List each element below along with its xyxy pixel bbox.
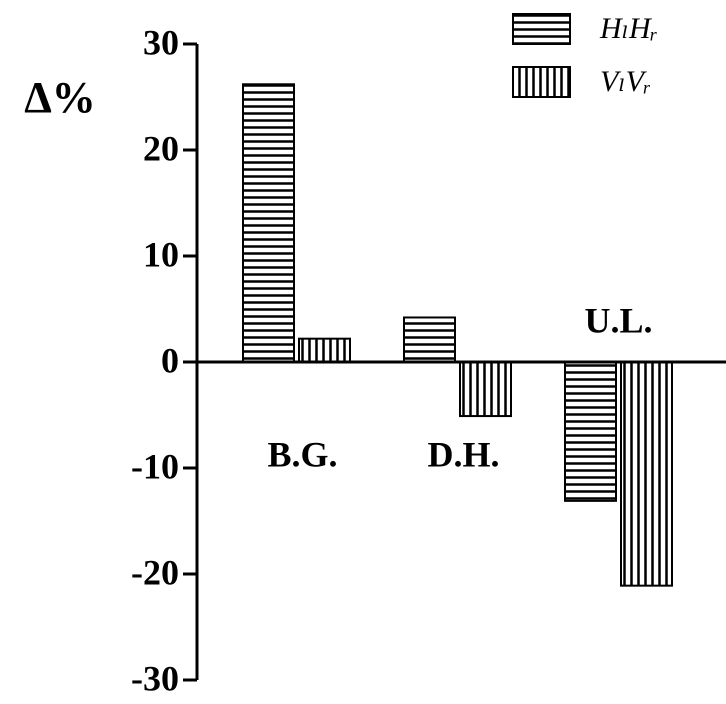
y-tick-label: 10 [143,234,179,274]
legend-label: HₗHᵣ [599,12,658,45]
y-tick-label: 30 [143,22,179,62]
legend-swatch [512,66,571,98]
legend-swatch [512,13,571,45]
y-tick-label: 0 [161,340,179,380]
y-tick-label: -10 [131,446,179,486]
category-label: U.L. [584,300,652,340]
category-label: B.G. [267,434,337,474]
y-tick-label: 20 [143,128,179,168]
bar [564,361,617,502]
bar [459,361,512,418]
category-label: D.H. [428,434,500,474]
bar [242,83,295,363]
y-axis-label: Δ% [24,73,96,122]
bar [298,337,351,363]
y-tick-label: -30 [131,658,179,698]
legend-label: VₗVᵣ [600,65,651,98]
y-tick-label: -20 [131,552,179,592]
bar [403,316,456,364]
bar [620,361,673,587]
